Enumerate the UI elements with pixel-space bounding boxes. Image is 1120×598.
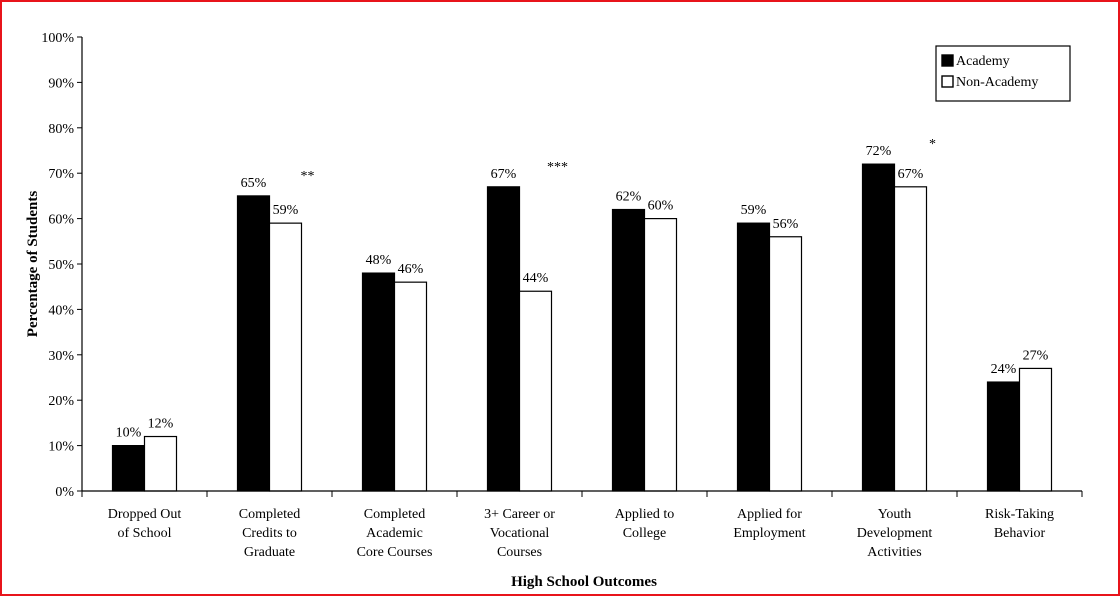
category-label: Dropped Out of School (108, 507, 182, 541)
bar-non-academy (1018, 367, 1053, 492)
data-label: 46% (398, 262, 424, 277)
data-label: 59% (273, 203, 299, 218)
y-tick-label: 10% (48, 440, 74, 455)
category-labels: Dropped Out of School Completed Credits to G… (108, 507, 1054, 560)
y-tick-label: 80% (48, 122, 74, 137)
category-label: Risk-Taking Behavior (985, 507, 1054, 541)
legend: Academy Non-Academy (935, 45, 1071, 102)
bar-non-academy (393, 281, 428, 492)
y-tick-label: 70% (48, 167, 74, 182)
bars (111, 163, 1053, 492)
bar-non-academy (268, 222, 303, 492)
legend-swatch (941, 54, 954, 67)
data-label: 12% (148, 417, 174, 432)
significance-marker: ** (301, 169, 315, 184)
data-label: 67% (898, 167, 924, 182)
significance-marker: * (929, 137, 936, 152)
category-label: Youth Development Activities (857, 507, 933, 560)
y-axis-title: Percentage of Students (25, 191, 41, 338)
bar-non-academy (893, 186, 928, 492)
data-label: 48% (366, 253, 392, 268)
legend-entry: Academy (956, 54, 1010, 69)
bar-non-academy (518, 290, 553, 492)
bar-academy (736, 222, 771, 492)
category-label: Applied to College (615, 507, 675, 541)
category-label: 3+ Career or Vocational Courses (484, 507, 555, 560)
bar-academy (986, 381, 1021, 492)
legend-swatch (941, 75, 954, 88)
data-label: 65% (241, 176, 267, 191)
data-label: 27% (1023, 348, 1049, 363)
significance-marker: *** (547, 160, 568, 175)
bar-academy (611, 208, 646, 492)
bar-academy (236, 195, 271, 492)
bar-non-academy (643, 218, 678, 492)
y-tick-label: 60% (48, 213, 74, 228)
bar-academy (361, 272, 396, 492)
y-tick-label: 50% (48, 258, 74, 273)
category-label: Completed Academic Core Courses (357, 507, 433, 560)
y-tick-label: 40% (48, 303, 74, 318)
y-tick-label: 30% (48, 349, 74, 364)
axes (81, 37, 1083, 497)
data-label: 59% (741, 203, 767, 218)
category-label: Completed Credits to Graduate (239, 507, 300, 560)
bar-academy (486, 186, 521, 492)
bar-academy (111, 445, 146, 492)
y-tick-label: 20% (48, 394, 74, 409)
legend-entry: Non-Academy (956, 75, 1038, 90)
data-label: 72% (866, 144, 892, 159)
y-axis-ticks: 0% 10% 20% 30% 40% 50% 60% 70% 80% 90% 100% (41, 31, 82, 500)
category-label: Applied for Employment (733, 507, 805, 541)
bar-non-academy (143, 435, 178, 492)
data-label: 24% (991, 362, 1017, 377)
bar-non-academy (768, 236, 803, 492)
data-label: 10% (116, 426, 142, 441)
x-axis-title: High School Outcomes (511, 574, 657, 590)
significance-labels: ****** (301, 137, 937, 184)
data-label: 56% (773, 217, 799, 232)
y-tick-label: 90% (48, 76, 74, 91)
y-tick-label: 100% (41, 31, 74, 46)
bar-academy (861, 163, 896, 492)
data-label: 67% (491, 167, 517, 182)
y-tick-label: 0% (55, 485, 74, 500)
data-label: 44% (523, 271, 549, 286)
legend-box (935, 45, 1071, 102)
data-labels: 10% 12% 65% 59% 48% 46% 67% 44% 62% 60% 59% 56% 72% 6… (116, 144, 1049, 440)
data-label: 60% (648, 199, 674, 214)
data-label: 62% (616, 190, 642, 205)
